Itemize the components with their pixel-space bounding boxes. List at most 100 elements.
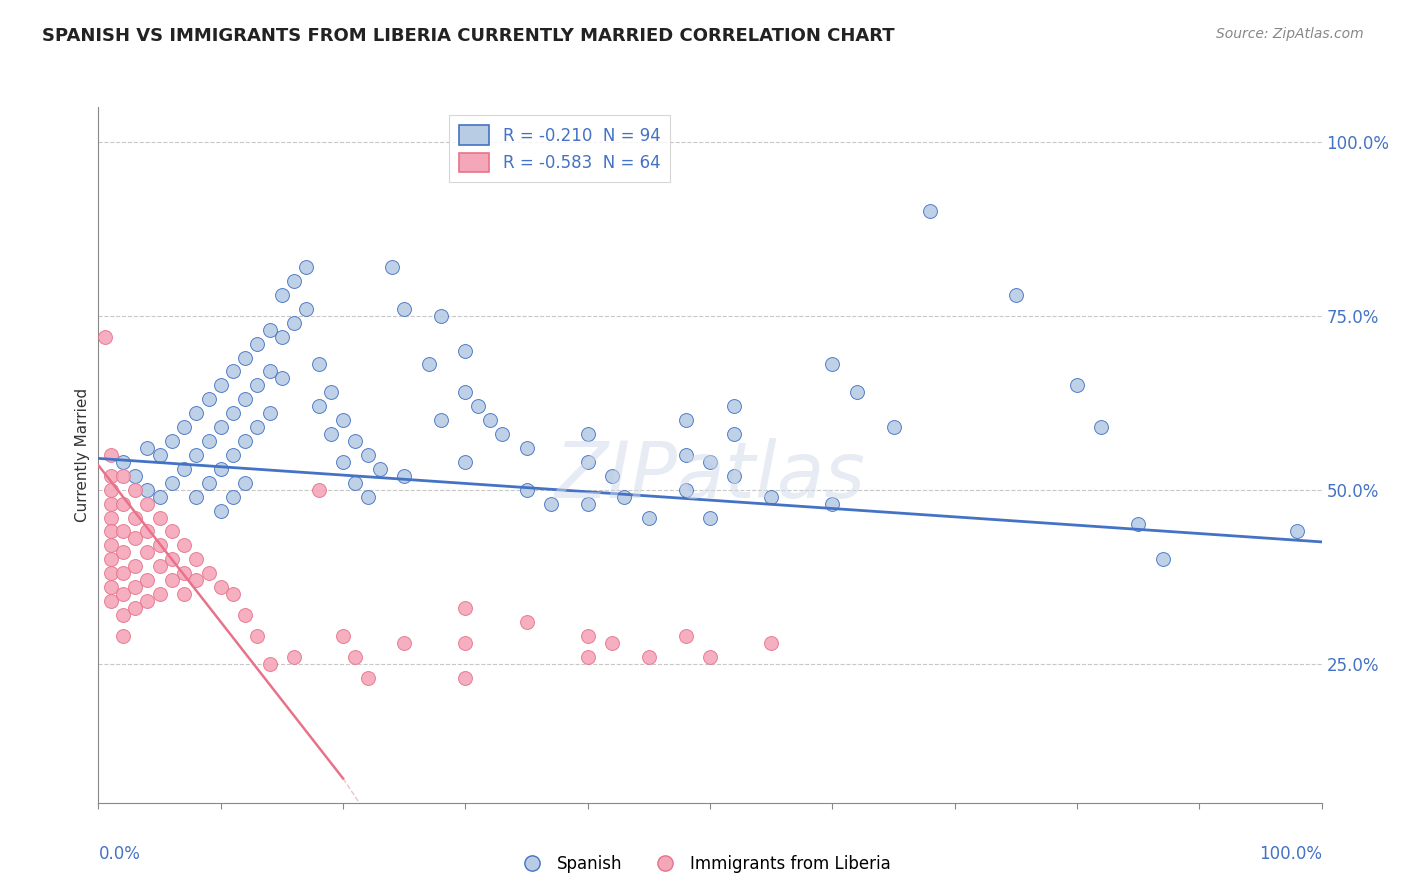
Point: [209, 503, 232, 517]
Point: [160, 524, 183, 539]
Point: [100, 497, 122, 511]
Point: [356, 490, 378, 504]
Point: [124, 580, 146, 594]
Point: [149, 538, 172, 552]
Point: [160, 573, 183, 587]
Point: [723, 399, 745, 413]
Point: [149, 448, 172, 462]
Point: [392, 301, 416, 316]
Point: [197, 392, 219, 407]
Point: [1286, 524, 1309, 539]
Point: [222, 448, 245, 462]
Point: [173, 420, 195, 434]
Point: [124, 532, 146, 546]
Point: [173, 538, 195, 552]
Point: [124, 510, 146, 524]
Point: [136, 594, 159, 608]
Point: [270, 329, 294, 343]
Point: [149, 587, 172, 601]
Point: [209, 420, 232, 434]
Point: [233, 475, 256, 490]
Point: [418, 358, 440, 372]
Point: [308, 399, 330, 413]
Point: [100, 524, 122, 539]
Point: [209, 378, 232, 392]
Point: [124, 483, 146, 497]
Point: [699, 649, 721, 664]
Point: [392, 636, 416, 650]
Point: [160, 434, 183, 448]
Point: [197, 566, 219, 581]
Point: [600, 636, 623, 650]
Point: [515, 483, 537, 497]
Point: [576, 427, 599, 442]
Point: [319, 385, 342, 400]
Legend: Spanish, Immigrants from Liberia: Spanish, Immigrants from Liberia: [509, 848, 897, 880]
Point: [454, 601, 477, 615]
Point: [173, 462, 195, 476]
Legend: R = -0.210  N = 94, R = -0.583  N = 64: R = -0.210 N = 94, R = -0.583 N = 64: [450, 115, 671, 182]
Point: [209, 580, 232, 594]
Point: [149, 559, 172, 574]
Y-axis label: Currently Married: Currently Married: [75, 388, 90, 522]
Point: [761, 490, 783, 504]
Point: [100, 594, 122, 608]
Point: [111, 468, 134, 483]
Point: [100, 468, 122, 483]
Point: [675, 483, 697, 497]
Point: [332, 629, 354, 643]
Point: [356, 448, 378, 462]
Point: [478, 413, 501, 427]
Point: [246, 336, 269, 351]
Point: [675, 448, 697, 462]
Point: [259, 406, 281, 420]
Point: [259, 364, 281, 378]
Point: [233, 607, 256, 622]
Point: [100, 552, 122, 566]
Point: [392, 468, 416, 483]
Point: [761, 636, 783, 650]
Point: [124, 559, 146, 574]
Point: [576, 455, 599, 469]
Point: [246, 378, 269, 392]
Point: [344, 475, 367, 490]
Point: [576, 629, 599, 643]
Point: [197, 475, 219, 490]
Point: [111, 607, 134, 622]
Point: [430, 413, 453, 427]
Point: [100, 510, 122, 524]
Point: [111, 587, 134, 601]
Point: [283, 274, 305, 288]
Point: [111, 524, 134, 539]
Point: [515, 441, 537, 455]
Point: [173, 587, 195, 601]
Point: [845, 385, 868, 400]
Point: [222, 587, 245, 601]
Point: [467, 399, 489, 413]
Point: [222, 490, 245, 504]
Point: [1128, 517, 1150, 532]
Point: [920, 204, 942, 219]
Point: [100, 566, 122, 581]
Point: [283, 316, 305, 330]
Point: [259, 657, 281, 671]
Point: [723, 468, 745, 483]
Point: [344, 649, 367, 664]
Point: [454, 343, 477, 358]
Point: [723, 427, 745, 442]
Point: [699, 455, 721, 469]
Point: [136, 441, 159, 455]
Point: [344, 434, 367, 448]
Point: [332, 413, 354, 427]
Point: [295, 301, 318, 316]
Point: [136, 524, 159, 539]
Point: [186, 406, 208, 420]
Point: [675, 413, 697, 427]
Point: [638, 510, 661, 524]
Point: [136, 483, 159, 497]
Point: [821, 497, 844, 511]
Point: [160, 475, 183, 490]
Point: [222, 406, 245, 420]
Point: [100, 483, 122, 497]
Point: [149, 510, 172, 524]
